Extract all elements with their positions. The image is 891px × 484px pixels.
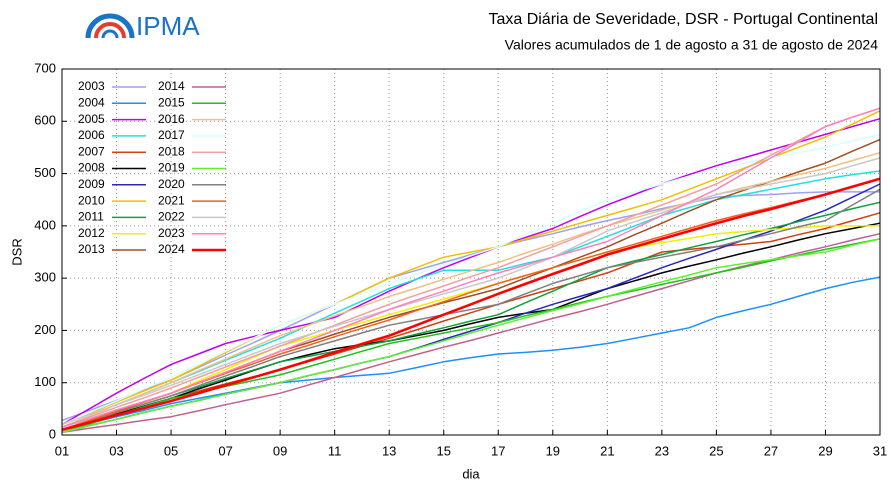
- x-axis-label: dia: [462, 466, 480, 481]
- legend-label: 2007: [78, 144, 105, 158]
- legend-label: 2005: [78, 112, 105, 126]
- series-line: [61, 222, 881, 431]
- series-line: [61, 110, 881, 426]
- series-line: [61, 177, 881, 432]
- legend-label: 2012: [78, 226, 105, 240]
- series-line: [61, 133, 881, 426]
- series-line: [61, 225, 880, 431]
- x-tick-label: 13: [382, 443, 396, 458]
- y-tick-label: 100: [34, 374, 56, 389]
- legend-label: 2018: [158, 144, 185, 158]
- legend-label: 2009: [78, 177, 105, 191]
- y-tick-label: 600: [34, 113, 56, 128]
- plot-frame: [61, 68, 881, 436]
- y-axis-label: DSR: [9, 238, 24, 265]
- chart-subtitle: Valores acumulados de 1 de agosto a 31 d…: [505, 37, 879, 53]
- y-tick-label: 300: [34, 270, 56, 285]
- legend-label: 2015: [158, 95, 185, 109]
- legend-label: 2010: [78, 193, 105, 207]
- legend-label: 2022: [158, 210, 185, 224]
- legend-label: 2021: [158, 193, 185, 207]
- logo-text: IPMA: [136, 11, 200, 41]
- legend-label: 2024: [158, 242, 185, 256]
- x-tick-label: 29: [818, 443, 832, 458]
- x-tick-label: 25: [709, 443, 723, 458]
- series-line: [61, 212, 881, 434]
- x-tick-label: 31: [873, 443, 887, 458]
- series-line: [61, 107, 881, 428]
- x-tick-label: 15: [436, 443, 450, 458]
- chart-title: Taxa Diária de Severidade, DSR - Portuga…: [488, 11, 878, 28]
- x-tick-label: 17: [491, 443, 505, 458]
- legend-label: 2004: [78, 95, 105, 109]
- legend-label: 2006: [78, 128, 105, 142]
- x-tick-label: 27: [764, 443, 778, 458]
- logo-arc: [85, 13, 135, 39]
- x-tick-label: 03: [109, 443, 123, 458]
- y-tick-label: 700: [34, 60, 56, 75]
- legend-label: 2020: [158, 177, 185, 191]
- y-tick-label: 500: [34, 165, 56, 180]
- x-tick-label: 01: [55, 443, 69, 458]
- series-line: [61, 157, 881, 426]
- logo-arc: [101, 29, 119, 39]
- series-line: [61, 191, 880, 422]
- x-tick-label: 09: [273, 443, 287, 458]
- legend-label: 2011: [78, 210, 104, 224]
- x-tick-label: 05: [164, 443, 178, 458]
- legend-label: 2017: [158, 128, 185, 142]
- y-tick-label: 200: [34, 322, 56, 337]
- series-line: [61, 238, 881, 434]
- y-tick-label: 400: [34, 217, 56, 232]
- legend-label: 2008: [78, 161, 105, 175]
- legend-label: 2019: [158, 161, 185, 175]
- legend-label: 2014: [158, 79, 185, 93]
- series-line: [61, 107, 881, 428]
- series-line: [61, 151, 881, 428]
- legend-label: 2003: [78, 79, 105, 93]
- x-tick-label: 19: [546, 443, 560, 458]
- series-line: [61, 201, 881, 431]
- x-tick-label: 21: [600, 443, 614, 458]
- logo: IPMA: [85, 11, 200, 41]
- series-line: [61, 117, 881, 426]
- series-line: [61, 276, 881, 431]
- logo-arc: [94, 22, 126, 39]
- x-tick-label: 07: [218, 443, 232, 458]
- series-line: [61, 188, 881, 431]
- legend-label: 2016: [158, 112, 185, 126]
- series-line: [61, 232, 881, 434]
- x-tick-label: 23: [655, 443, 669, 458]
- y-tick-label: 0: [49, 426, 56, 441]
- x-tick-label: 11: [328, 443, 342, 458]
- legend-label: 2013: [78, 242, 105, 256]
- legend-label: 2023: [158, 226, 185, 240]
